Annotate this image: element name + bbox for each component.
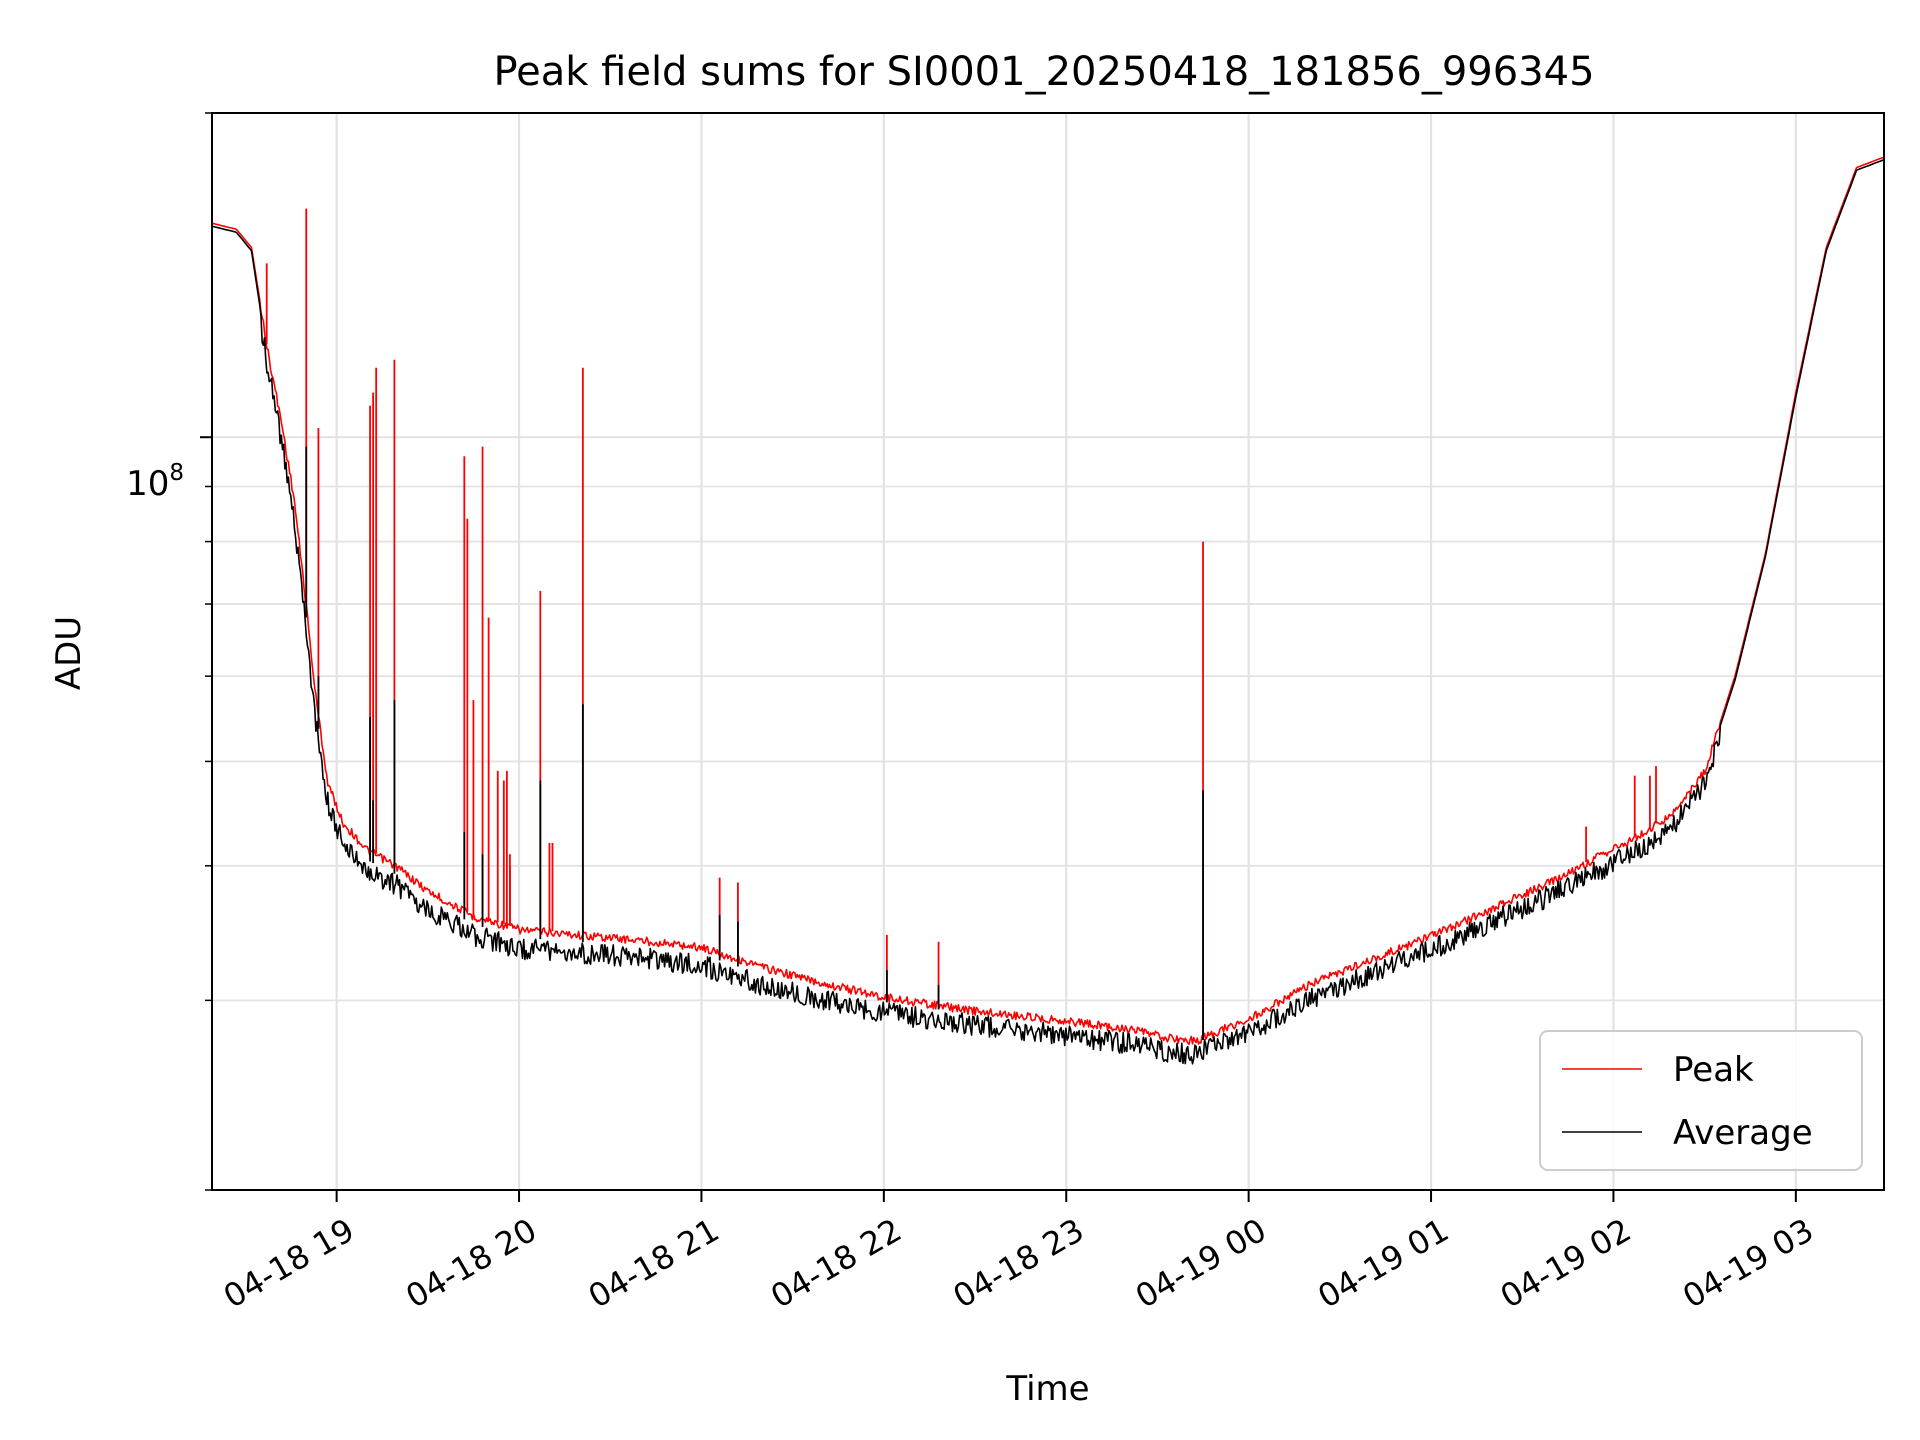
x-axis-label: Time [1005, 1369, 1089, 1409]
y-axis-label: ADU [49, 616, 89, 690]
legend-label-peak: Peak [1673, 1050, 1754, 1090]
legend-label-average: Average [1673, 1113, 1813, 1153]
series-line-peak [211, 156, 1885, 1046]
series-peak [211, 156, 1885, 1046]
plot-area [211, 112, 1885, 1191]
chart-title: Peak field sums for SI0001_20250418_1818… [493, 49, 1594, 95]
series-line-average [211, 158, 1885, 1065]
legend: Peak Average [1539, 1030, 1863, 1171]
grid-lines [212, 112, 1884, 1191]
plot-background [212, 113, 1884, 1190]
series-average [211, 158, 1885, 1065]
plot-frame [211, 112, 1885, 1191]
y-axis: 108 [126, 112, 212, 1191]
series-lines [211, 156, 1885, 1065]
y-major-tick-label: 108 [126, 460, 184, 504]
legend-frame [1539, 1030, 1863, 1171]
